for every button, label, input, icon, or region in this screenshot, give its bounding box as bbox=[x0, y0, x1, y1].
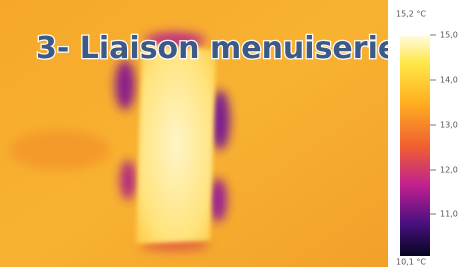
window-frame bbox=[136, 44, 216, 244]
tick-label: 11,0 bbox=[440, 210, 458, 219]
tick-label: 13,0 bbox=[440, 121, 458, 130]
scale-max: 15,2 °C bbox=[396, 10, 426, 19]
color-scale bbox=[400, 36, 430, 256]
thermal-view: 3- Liaison menuiserie - p 15,2 °C 10,1 °… bbox=[0, 0, 463, 267]
thermal-screenshot: 3- Liaison menuiserie - p 15,2 °C 10,1 °… bbox=[0, 0, 463, 267]
tick-label: 14,0 bbox=[440, 76, 458, 85]
tick-label: 12,0 bbox=[440, 166, 458, 175]
tick-label: 15,0 bbox=[440, 31, 458, 40]
scale-min: 10,1 °C bbox=[396, 258, 426, 267]
